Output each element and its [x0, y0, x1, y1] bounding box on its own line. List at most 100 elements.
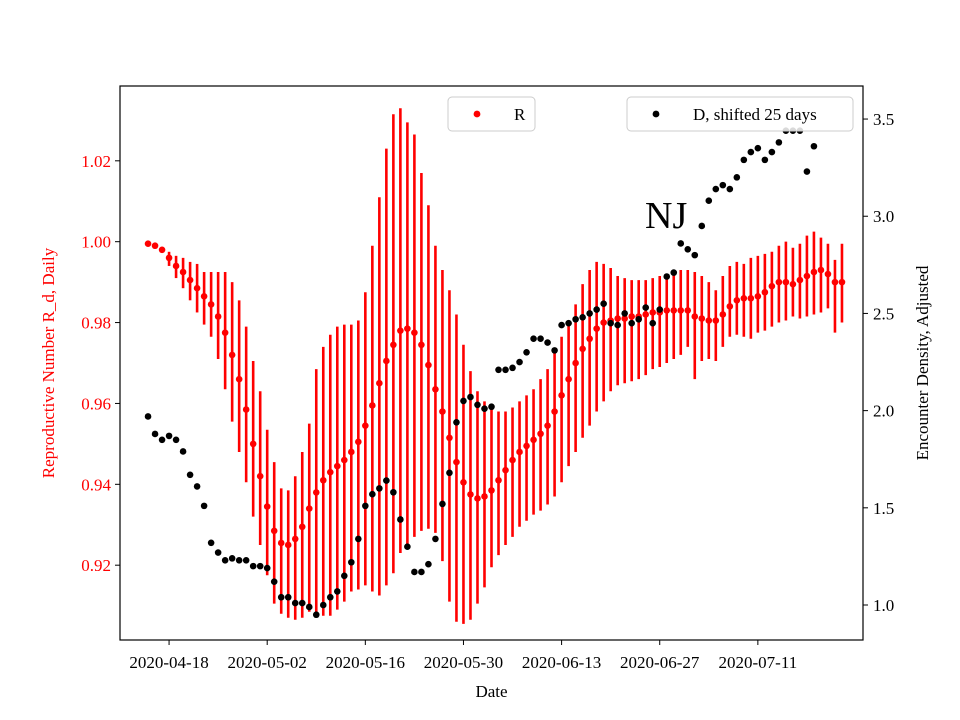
x-axis-tick-label: 2020-04-18: [129, 653, 208, 672]
d-point: [418, 568, 425, 576]
d-point: [249, 562, 257, 570]
d-point: [481, 405, 488, 412]
r-point: [256, 472, 264, 480]
r-point: [235, 375, 243, 383]
d-point: [740, 156, 748, 164]
d-point: [228, 555, 236, 562]
d-point: [712, 185, 720, 193]
r-point: [691, 313, 699, 320]
r-point: [172, 262, 180, 270]
d-point: [284, 593, 292, 601]
r-point: [355, 438, 362, 446]
d-point: [488, 403, 495, 411]
r-point: [642, 311, 650, 318]
x-axis-tick-label: 2020-05-02: [228, 653, 307, 672]
d-point: [726, 185, 734, 193]
r-point: [705, 317, 713, 324]
d-point: [263, 564, 271, 572]
d-point: [467, 393, 474, 401]
r-point: [523, 442, 530, 450]
d-point: [586, 310, 593, 317]
d-point: [502, 366, 509, 374]
d-point: [523, 349, 530, 356]
d-point: [656, 306, 664, 313]
d-point: [607, 319, 614, 327]
left-axis-tick-label: 1.02: [81, 152, 111, 171]
r-series-plot: [144, 108, 846, 624]
right-axis: 1.0 1.5 2.0 2.5 3.0 3.5: [863, 110, 894, 615]
d-point: [495, 366, 502, 374]
r-point: [740, 294, 748, 302]
d-point: [460, 397, 467, 405]
r-point: [495, 476, 502, 484]
d-point: [355, 535, 362, 543]
r-point: [277, 539, 285, 547]
d-point: [565, 319, 572, 327]
d-point: [747, 148, 755, 156]
r-point: [291, 535, 299, 543]
r-point: [677, 307, 685, 314]
r-point: [432, 385, 439, 393]
r-point: [824, 270, 832, 278]
r-point: [747, 294, 755, 302]
d-point: [242, 557, 250, 564]
d-point: [390, 488, 397, 496]
r-point: [326, 468, 334, 476]
right-axis-tick-label: 3.5: [873, 110, 894, 129]
r-point: [418, 341, 425, 349]
r-point: [425, 361, 432, 369]
legend-d-box: [626, 96, 854, 132]
r-point: [719, 311, 727, 318]
r-point: [397, 327, 404, 334]
r-point: [439, 408, 446, 415]
r-point: [558, 392, 565, 399]
r-point: [789, 280, 797, 288]
r-point: [362, 422, 369, 429]
d-point: [235, 557, 243, 564]
d-point: [277, 593, 285, 601]
d-point: [474, 401, 481, 409]
r-point: [411, 329, 418, 336]
left-axis-tick-label: 1.00: [81, 233, 111, 252]
r-point: [551, 408, 558, 415]
legend-d-label: D, shifted 25 days: [693, 105, 817, 124]
r-point: [179, 268, 187, 276]
d-point: [768, 148, 776, 156]
r-point: [754, 292, 762, 300]
x-axis-tick-label: 2020-06-27: [620, 653, 700, 672]
r-point: [628, 313, 635, 320]
d-point: [754, 144, 762, 152]
d-point: [411, 568, 418, 576]
r-point: [165, 254, 173, 262]
d-point: [705, 197, 713, 204]
legend-r: R: [447, 96, 536, 132]
d-point: [628, 319, 635, 327]
d-point: [312, 611, 320, 619]
r-point: [404, 325, 411, 332]
left-axis-tick-label: 0.98: [81, 314, 111, 333]
r-point: [649, 309, 657, 316]
d-point: [621, 310, 628, 317]
d-point: [200, 502, 208, 510]
d-point: [221, 557, 229, 564]
d-point: [144, 413, 152, 420]
d-point: [635, 315, 642, 323]
d-point: [551, 347, 558, 354]
r-point: [817, 266, 825, 274]
d-point: [579, 314, 586, 321]
r-point: [810, 268, 818, 276]
d-point: [544, 339, 551, 346]
r-point: [670, 307, 678, 314]
d-point: [439, 500, 446, 508]
d-point: [291, 599, 299, 607]
right-axis-tick-label: 3.0: [873, 207, 894, 226]
d-point: [677, 240, 685, 247]
r-point: [537, 430, 544, 438]
left-axis-tick-label: 0.96: [81, 394, 111, 413]
r-point: [488, 487, 495, 494]
r-point: [593, 325, 600, 332]
r-point: [151, 242, 159, 250]
r-point: [481, 493, 488, 500]
d-point: [537, 335, 544, 343]
